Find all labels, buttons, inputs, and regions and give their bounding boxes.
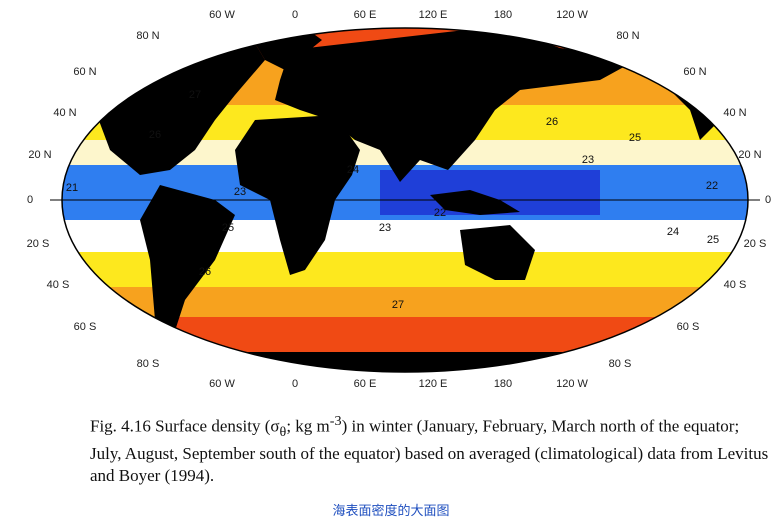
contour-label: 23 — [234, 186, 246, 198]
latitude-label: 20 S — [744, 238, 767, 250]
latitude-label: 60 S — [677, 321, 700, 333]
longitude-label: 60 E — [354, 9, 377, 21]
longitude-label: 60 W — [209, 378, 235, 390]
contour-label: 27 — [189, 89, 201, 101]
latitude-label: 80 N — [616, 30, 639, 42]
longitude-label: 60 E — [354, 378, 377, 390]
longitude-label: 180 — [494, 9, 512, 21]
caption-text: ; kg m — [286, 416, 330, 436]
latitude-label: 80 S — [609, 358, 632, 370]
density-field — [62, 28, 748, 372]
contour-label: 21 — [66, 182, 78, 194]
contour-label: 27 — [392, 299, 404, 311]
caption-text: -3 — [329, 413, 342, 429]
longitude-label: 0 — [292, 378, 298, 390]
contour-label: 22 — [706, 180, 718, 192]
latitude-label: 20 S — [27, 238, 50, 250]
caption: Fig. 4.16 Surface density (σθ; kg m-3) i… — [90, 410, 772, 487]
link[interactable]: 海表面密度的大面图 — [332, 503, 450, 518]
caption-text: Fig. 4.16 Surface density (σ — [90, 416, 280, 436]
contour-label: 23 — [379, 222, 391, 234]
contour-label: 25 — [707, 234, 719, 246]
latitude-label: 40 S — [47, 279, 70, 291]
longitude-label: 120 E — [419, 9, 448, 21]
caption-text: ) in winter (January, February, March no… — [90, 416, 769, 486]
longitude-label: 0 — [292, 9, 298, 21]
contour-label: 24 — [667, 226, 679, 238]
latitude-label: 40 S — [724, 279, 747, 291]
longitude-label: 180 — [494, 378, 512, 390]
contour-label: 26 — [546, 116, 558, 128]
longitude-label: 120 W — [556, 378, 588, 390]
caption-text: θ — [279, 424, 287, 441]
contour-label: 25 — [629, 132, 641, 144]
contour-label: 23 — [582, 154, 594, 166]
map: 60 W 60 W 0 0 60 E 60 E 120 E 120 E 180 180 120 W 1… — [27, 9, 771, 390]
latitude-label: 80 N — [136, 30, 159, 42]
longitude-label: 120 W — [556, 9, 588, 21]
latitude-label: 0 — [765, 194, 771, 206]
latitude-label: 20 N — [28, 149, 51, 161]
latitude-label: 40 N — [723, 107, 746, 119]
latitude-label: 60 N — [73, 66, 96, 78]
contour-label: 26 — [199, 266, 211, 278]
longitude-label: 120 E — [419, 378, 448, 390]
latitude-label: 60 S — [74, 321, 97, 333]
contour-label: 24 — [347, 164, 359, 176]
contour-label: 26 — [149, 129, 161, 141]
contour-label: 25 — [222, 222, 234, 234]
contour-label: 22 — [434, 207, 446, 219]
latitude-label: 0 — [27, 194, 33, 206]
latitude-label: 20 N — [738, 149, 761, 161]
latitude-label: 40 N — [53, 107, 76, 119]
longitude-label: 60 W — [209, 9, 235, 21]
latitude-label: 80 S — [137, 358, 160, 370]
latitude-label: 60 N — [683, 66, 706, 78]
